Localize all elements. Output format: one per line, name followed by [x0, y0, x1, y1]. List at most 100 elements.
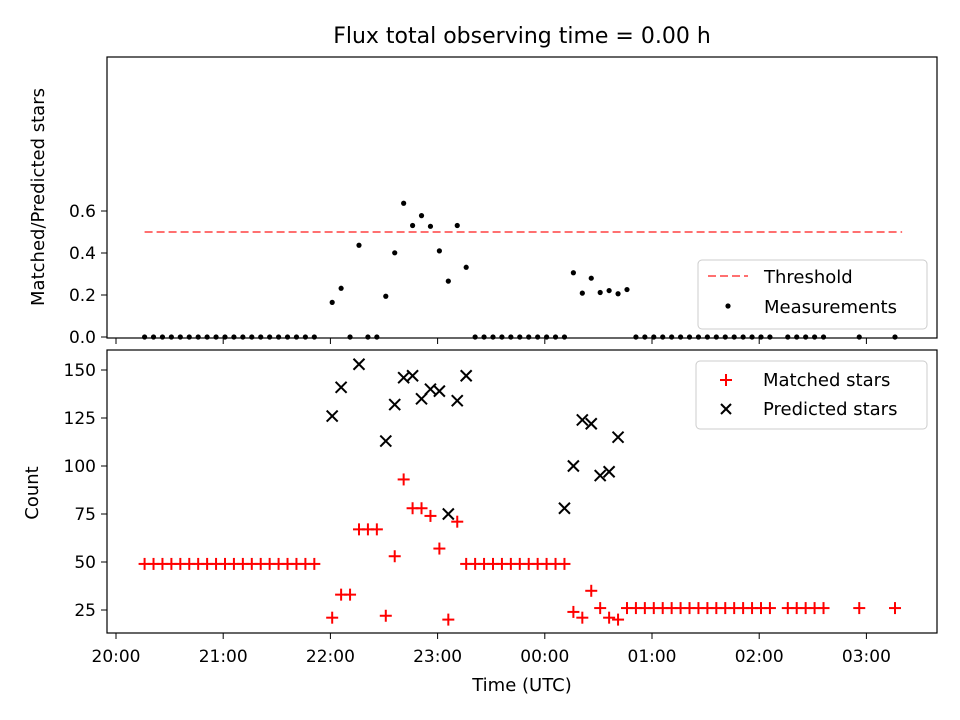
bottom-y-tick-label: 100: [64, 457, 96, 477]
x-tick-label: 20:00: [92, 647, 141, 667]
top-y-tick-label: 0.6: [69, 202, 96, 222]
measurement-point: [240, 334, 246, 340]
measurement-point: [311, 334, 317, 340]
predicted-star-marker: [352, 358, 366, 371]
matched-star-marker: [576, 611, 589, 624]
measurement-point: [213, 334, 219, 340]
measurement-point: [704, 334, 710, 340]
top-axes: 0.0 0.2 0.4 0.6: [69, 202, 867, 348]
measurement-point: [820, 334, 827, 340]
matched-star-marker: [388, 550, 401, 563]
top-legend: Threshold Measurements: [697, 259, 928, 330]
measurement-point: [561, 334, 568, 340]
predicted-star-marker: [451, 394, 464, 407]
measurement-point: [803, 334, 809, 340]
measurement-point: [231, 334, 237, 340]
predicted-star-marker: [334, 381, 348, 394]
legend-predicted-swatch: [720, 403, 732, 415]
bottom-plot-frame: [106, 349, 938, 634]
matched-star-marker: [397, 473, 410, 486]
top-y-tick-label: 0.4: [69, 244, 96, 264]
predicted-star-marker: [593, 469, 607, 482]
legend-measurements-label: Measurements: [764, 297, 897, 318]
predicted-star-marker: [433, 384, 446, 398]
matched-star-marker: [326, 611, 339, 624]
measurement-point: [731, 334, 737, 340]
measurement-point: [552, 334, 559, 340]
legend-matched-swatch: [720, 374, 732, 386]
predicted-star-marker: [567, 459, 580, 473]
measurement-point: [293, 334, 300, 340]
legend-predicted-label: Predicted stars: [763, 399, 897, 420]
matched-star-marker: [612, 613, 625, 626]
measurement-point: [570, 270, 576, 276]
bottom-legend-box: [695, 360, 928, 430]
measurement-point: [642, 334, 648, 340]
matched-star-marker: [379, 609, 392, 622]
measurement-point: [338, 285, 344, 291]
bottom-axes: 25 50 75 100 125 150 20:00 21:00 22:00 23:00 00:00…: [64, 361, 891, 667]
measurement-point: [392, 250, 398, 256]
predicted-star-marker: [576, 413, 589, 427]
predicted-star-marker: [406, 369, 419, 382]
measurement-point: [660, 334, 666, 340]
x-tick-label: 01:00: [628, 647, 677, 667]
bottom-y-tick-label: 25: [74, 601, 96, 621]
matched-star-marker: [433, 542, 446, 555]
x-axis-label: Time (UTC): [471, 675, 572, 696]
x-tick-label: 00:00: [520, 647, 569, 667]
matched-star-marker: [308, 557, 321, 570]
bottom-y-tick-label: 75: [74, 505, 96, 525]
matched-star-marker: [594, 602, 607, 615]
predicted-star-marker: [388, 398, 401, 411]
matched-star-marker: [888, 602, 901, 615]
measurement-point: [168, 334, 174, 340]
predicted-star-marker: [442, 507, 455, 521]
top-chart-title: Flux total observing time = 0.00 h: [333, 24, 711, 49]
matched-star-marker: [585, 584, 598, 597]
top-legend-box: [697, 259, 928, 330]
measurement-point: [624, 286, 630, 293]
measurement-point: [490, 334, 496, 340]
measurement-point: [267, 334, 273, 340]
measurement-point: [597, 289, 603, 296]
matched-star-marker: [567, 605, 580, 618]
x-tick-label: 23:00: [413, 647, 462, 667]
measurement-point: [427, 223, 434, 229]
measurement-point: [418, 213, 425, 219]
measurement-point: [195, 334, 201, 340]
measurement-point: [445, 278, 451, 284]
predicted-star-marker: [415, 392, 428, 406]
measurement-point: [615, 291, 621, 297]
measurement-point: [517, 334, 523, 340]
measurement-point: [740, 334, 746, 340]
measurement-point: [347, 334, 353, 340]
x-tick-label: 02:00: [735, 647, 784, 667]
measurement-point: [713, 334, 719, 340]
matched-star-marker: [763, 602, 776, 615]
legend-measurements-swatch: [725, 303, 731, 309]
measurement-point: [526, 334, 532, 340]
measurement-point: [454, 222, 460, 229]
measurement-point: [785, 334, 791, 340]
bottom-y-tick-label: 125: [64, 409, 96, 429]
matched-star-marker: [853, 602, 866, 615]
measurement-point: [249, 334, 255, 340]
top-y-tick-label: 0.2: [69, 286, 96, 306]
predicted-star-marker: [325, 409, 339, 423]
predicted-star-marker: [459, 369, 473, 382]
measurement-point: [588, 275, 594, 281]
matched-star-marker: [451, 515, 464, 528]
measurement-point: [722, 334, 728, 340]
bottom-plot-panel: 25 50 75 100 125 150 20:00 21:00 22:00 23:00 00:00…: [22, 349, 938, 696]
measurement-point: [356, 242, 362, 248]
matched-star-marker: [817, 602, 830, 615]
x-tick-label: 21:00: [199, 647, 248, 667]
measurement-point: [186, 334, 192, 340]
legend-matched-label: Matched stars: [763, 370, 890, 391]
measurement-point: [141, 334, 148, 340]
measurement-point: [767, 334, 773, 340]
matched-star-marker: [424, 509, 437, 522]
measurement-point: [499, 334, 505, 340]
measurement-point: [374, 334, 380, 340]
